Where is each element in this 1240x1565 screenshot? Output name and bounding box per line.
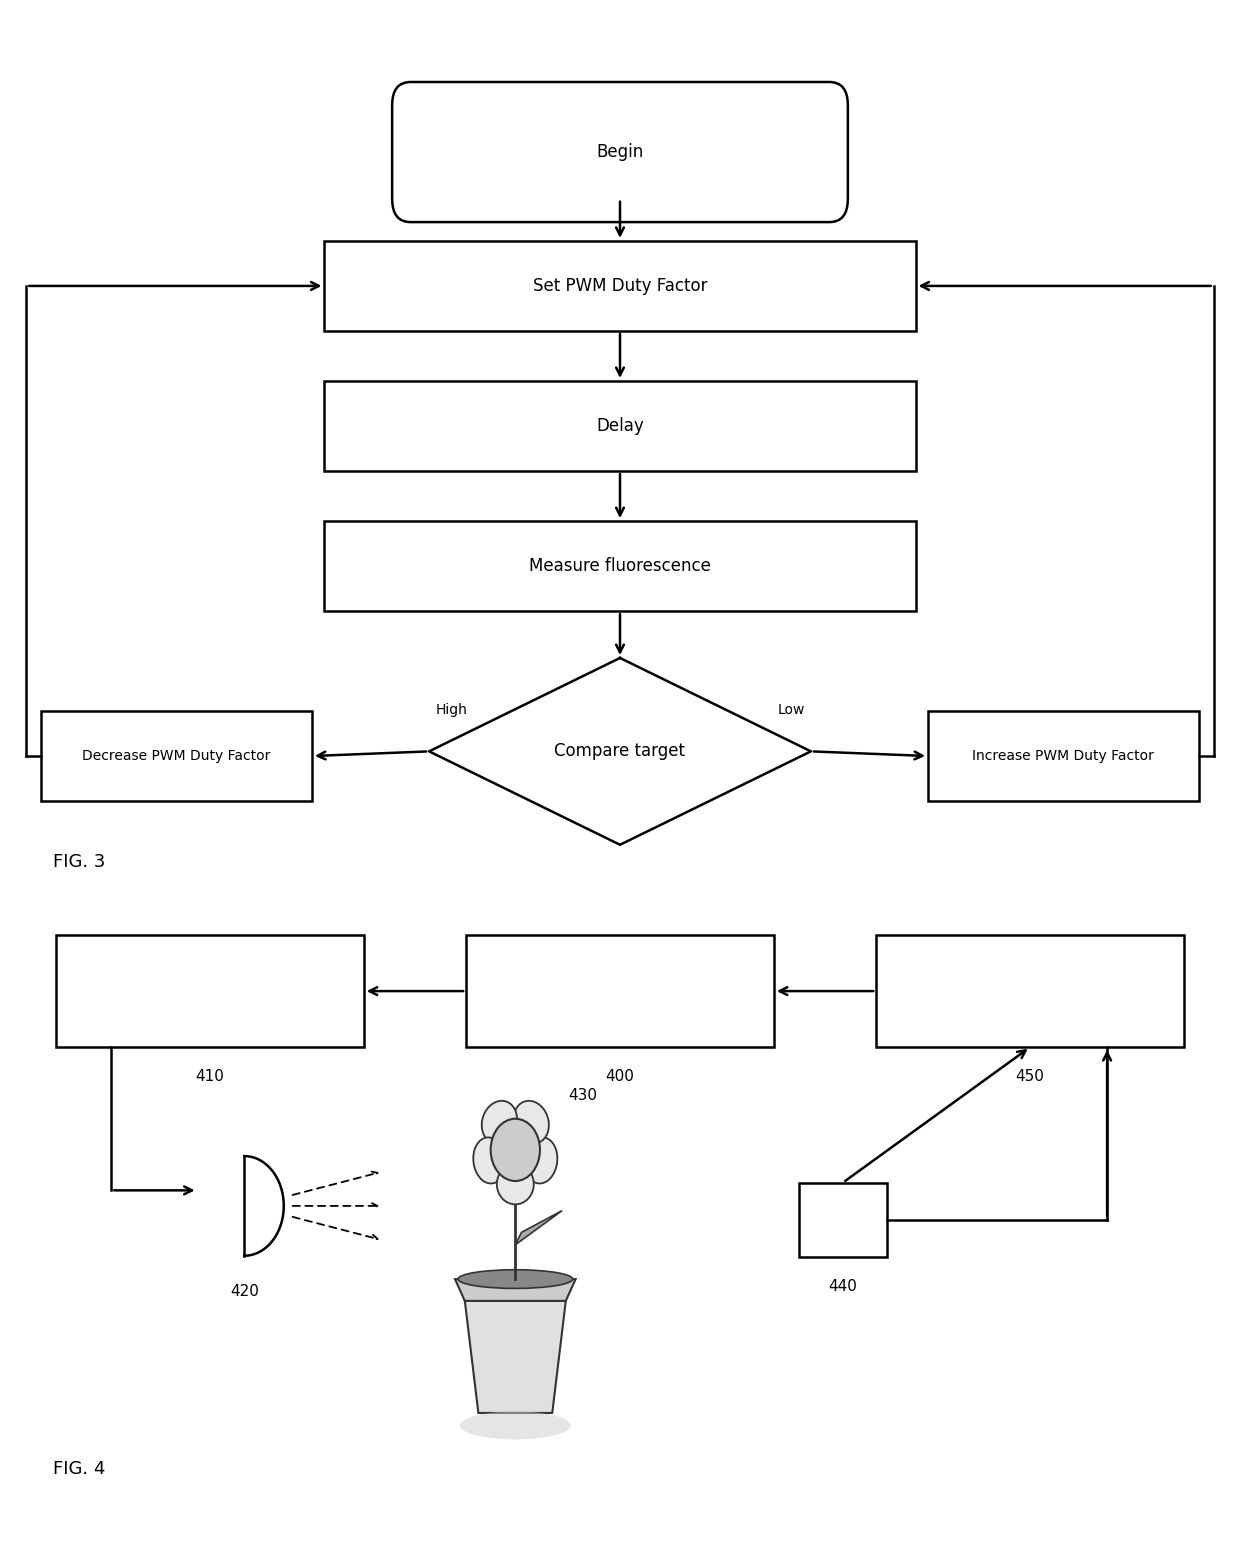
Text: 440: 440 [828,1279,857,1294]
Circle shape [491,1119,539,1182]
FancyBboxPatch shape [466,934,774,1047]
Text: FIG. 3: FIG. 3 [53,853,105,870]
Text: Measure fluorescence: Measure fluorescence [529,557,711,574]
FancyBboxPatch shape [799,1183,888,1257]
Text: Increase PWM Duty Factor: Increase PWM Duty Factor [972,750,1154,764]
FancyBboxPatch shape [325,241,915,332]
FancyBboxPatch shape [56,934,363,1047]
Polygon shape [455,1279,575,1301]
Text: High: High [435,703,467,717]
Text: Set PWM Duty Factor: Set PWM Duty Factor [533,277,707,294]
Ellipse shape [460,1412,570,1440]
Polygon shape [465,1301,565,1413]
FancyBboxPatch shape [877,934,1184,1047]
Ellipse shape [525,1138,557,1183]
FancyBboxPatch shape [392,81,848,222]
FancyBboxPatch shape [41,711,312,801]
Ellipse shape [513,1100,549,1144]
Ellipse shape [458,1269,573,1288]
Text: 430: 430 [569,1088,598,1103]
FancyBboxPatch shape [325,380,915,471]
Text: Decrease PWM Duty Factor: Decrease PWM Duty Factor [82,750,270,764]
Text: FIG. 4: FIG. 4 [53,1460,105,1477]
Text: Delay: Delay [596,416,644,435]
Text: Low: Low [777,703,805,717]
Text: 410: 410 [196,1069,224,1085]
Ellipse shape [474,1138,506,1183]
Text: 450: 450 [1016,1069,1044,1085]
FancyBboxPatch shape [325,521,915,612]
Polygon shape [516,1211,562,1244]
Text: 400: 400 [605,1069,635,1085]
Ellipse shape [481,1100,517,1144]
Ellipse shape [497,1164,533,1205]
FancyBboxPatch shape [928,711,1199,801]
Text: Compare target: Compare target [554,742,686,761]
Text: 420: 420 [229,1283,259,1299]
Text: Begin: Begin [596,142,644,161]
